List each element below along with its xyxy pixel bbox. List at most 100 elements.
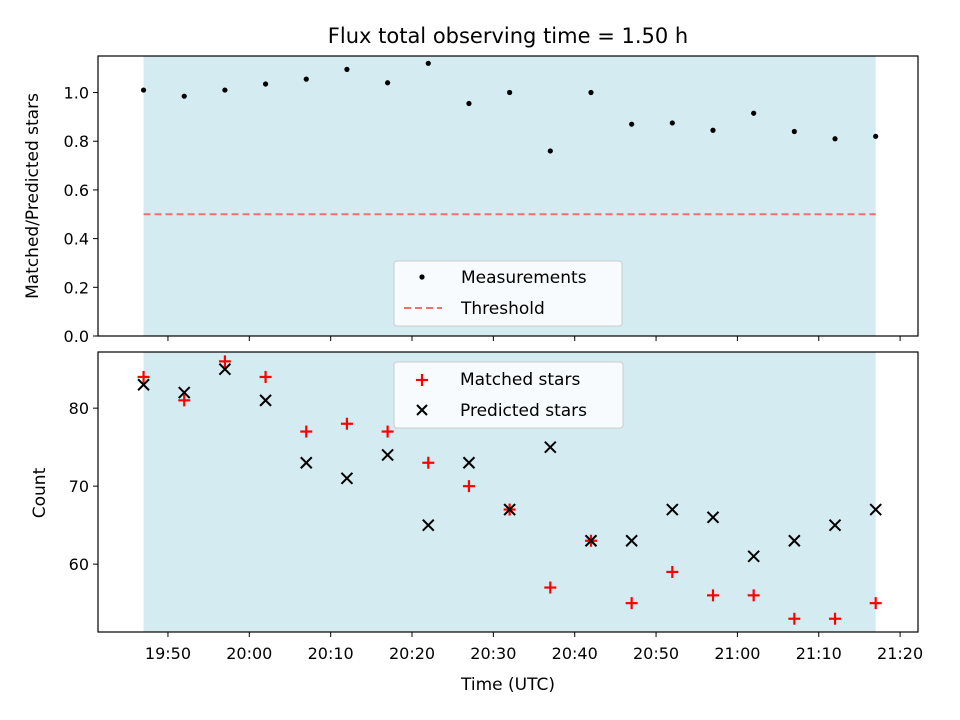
measurement-point	[710, 127, 716, 133]
bottom-panel: 60 70 80 19:50 20:00 20:10 20:20 20:30 20:40 20:…	[30, 351, 923, 695]
measurement-point	[791, 128, 797, 135]
legend-measurements-marker	[419, 274, 425, 280]
y-tick-label: 0.6	[64, 181, 89, 200]
x-tick-label: 19:50	[145, 644, 191, 663]
x-tick-label: 20:20	[389, 644, 435, 663]
bottom-legend-box	[393, 361, 624, 429]
x-tick-label: 21:10	[796, 644, 842, 663]
predicted-stars-point	[218, 362, 232, 376]
matched-stars-point	[462, 480, 475, 493]
matched-stars-point	[340, 417, 353, 430]
predicted-stars-point	[259, 394, 272, 407]
y-tick-label: 70	[69, 477, 89, 496]
matched-stars-point	[178, 394, 191, 407]
matched-stars-point	[747, 589, 760, 602]
measurement-point	[425, 60, 431, 66]
matched-stars-point	[788, 612, 801, 625]
bottom-y-ticks: 60 70 80	[69, 399, 98, 574]
matched-stars-point	[422, 456, 435, 469]
measurement-point	[832, 136, 838, 142]
predicted-stars-point	[828, 518, 842, 532]
measurement-point	[140, 87, 147, 93]
predicted-stars-point	[869, 503, 882, 516]
bottom-plot-frame	[97, 351, 919, 633]
predicted-stars-point	[462, 456, 476, 469]
measurement-point	[262, 81, 269, 87]
predicted-stars-point	[422, 518, 435, 532]
x-tick-label: 20:50	[633, 644, 679, 663]
matched-stars-point	[137, 370, 150, 383]
predicted-stars-point	[747, 550, 760, 563]
top-legend-box	[393, 260, 623, 327]
bottom-series-marks	[137, 355, 882, 625]
y-tick-label: 0.8	[64, 132, 89, 151]
top-y-axis-label: Matched/Predicted stars	[23, 93, 43, 299]
top-panel: 0.0 0.2 0.4 0.6 0.8 1.0 Matched/Predicted sta…	[23, 55, 919, 346]
matched-stars-point	[869, 597, 882, 610]
measurement-point	[629, 121, 635, 127]
legend-matched-label: Matched stars	[460, 370, 580, 390]
measurement-point	[547, 148, 553, 154]
matched-stars-point	[218, 355, 231, 368]
predicted-stars-point	[178, 386, 191, 399]
predicted-stars-point	[584, 534, 598, 547]
predicted-stars-point	[340, 472, 354, 485]
legend-threshold-label: Threshold	[460, 299, 545, 319]
top-x-ticks	[167, 336, 901, 341]
predicted-stars-point	[137, 378, 150, 391]
predicted-stars-point	[544, 440, 557, 454]
x-tick-label: 20:10	[308, 644, 354, 663]
y-tick-label: 80	[69, 399, 89, 418]
matched-stars-point	[625, 597, 638, 610]
matched-stars-point	[300, 425, 313, 438]
measurement-point	[873, 133, 879, 139]
y-tick-label: 0.2	[64, 278, 89, 297]
matched-stars-point	[544, 581, 557, 594]
legend-predicted-marker	[416, 404, 428, 416]
x-tick-label: 20:00	[226, 644, 272, 663]
measurement-point	[303, 76, 309, 82]
predicted-stars-point	[300, 456, 313, 469]
predicted-stars-point	[788, 534, 801, 547]
legend-predicted-label: Predicted stars	[460, 401, 587, 421]
measurement-point	[507, 89, 513, 96]
predicted-stars-point	[625, 534, 638, 547]
x-axis-label: Time (UTC)	[460, 675, 555, 695]
y-tick-label: 0.4	[64, 230, 89, 249]
bottom-y-axis-label: Count	[30, 467, 50, 518]
measurement-point	[344, 66, 350, 72]
bottom-legend: Matched stars Predicted stars	[393, 361, 624, 429]
matched-stars-point	[707, 589, 719, 602]
chart-title: Flux total observing time = 1.50 h	[328, 24, 688, 48]
matched-stars-point	[381, 425, 394, 438]
measurement-point	[588, 89, 594, 96]
legend-measurements-label: Measurements	[461, 268, 587, 288]
matched-stars-point	[259, 370, 272, 383]
measurement-point	[385, 80, 391, 86]
predicted-stars-point	[666, 503, 679, 516]
y-tick-label: 0.0	[64, 327, 89, 346]
top-plot-frame	[97, 55, 919, 337]
measurement-point	[222, 87, 228, 93]
matched-stars-point	[666, 565, 679, 578]
y-tick-label: 1.0	[64, 84, 89, 103]
legend-matched-marker	[416, 374, 428, 386]
measurement-point	[751, 110, 757, 116]
measurement-point	[669, 120, 675, 126]
x-tick-label: 20:30	[470, 644, 516, 663]
measurement-point	[181, 93, 187, 99]
measurement-point	[466, 100, 472, 107]
x-tick-label: 21:00	[714, 644, 760, 663]
predicted-stars-point	[706, 511, 720, 524]
top-series-marks	[140, 60, 879, 216]
bottom-x-ticks: 19:50 20:00 20:10 20:20 20:30 20:40 20:50 21:00…	[145, 632, 923, 663]
top-legend: Measurements Threshold	[393, 260, 623, 327]
predicted-stars-point	[381, 448, 394, 462]
top-y-ticks: 0.0 0.2 0.4 0.6 0.8 1.0	[64, 84, 98, 346]
matched-stars-point	[829, 612, 842, 625]
predicted-stars-point	[503, 503, 516, 516]
x-tick-label: 20:40	[552, 644, 598, 663]
x-tick-label: 21:20	[877, 644, 923, 663]
y-tick-label: 60	[69, 555, 89, 574]
